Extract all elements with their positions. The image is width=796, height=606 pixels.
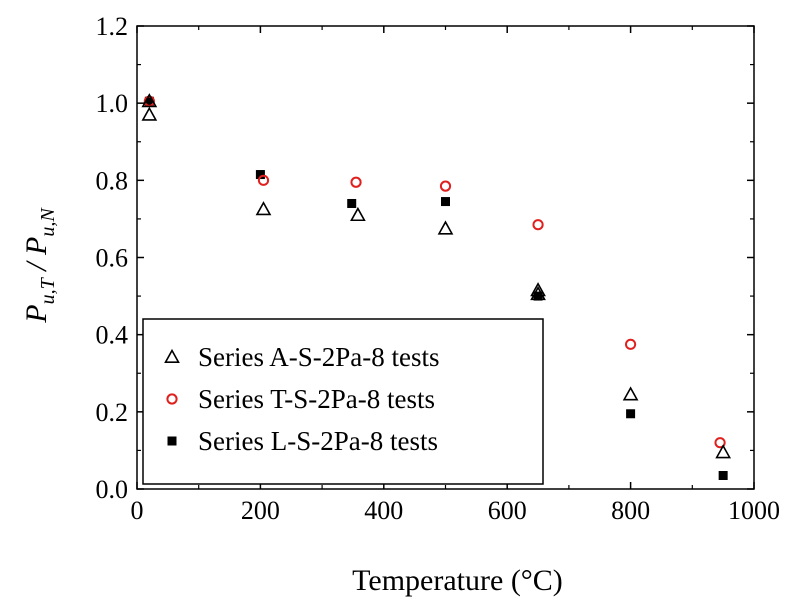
x-tick-label: 600 [488,496,527,525]
plot-area [141,93,732,480]
data-point-series-3 [255,170,265,180]
legend: Series A-S-2Pa-8 tests Series T-S-2Pa-8 t… [142,318,544,485]
legend-marker-1 [164,348,180,364]
data-point-series-1 [350,206,366,222]
legend-label-1: Series A-S-2Pa-8 tests [198,342,439,372]
y-axis-title: Pu,T / Pu,N [20,207,59,324]
y-tick-label: 0.8 [96,166,129,195]
legend-marker-2 [166,393,178,405]
x-tick-label: 400 [364,496,403,525]
data-point-series-3 [144,96,154,106]
x-tick-label: 0 [131,496,144,525]
y-tick-label: 1.0 [96,89,129,118]
y-tick-label: 0.6 [96,244,129,273]
data-point-series-2 [625,338,637,350]
x-tick-label: 200 [241,496,280,525]
data-point-series-1 [530,282,546,297]
data-point-series-2 [350,176,362,188]
legend-label-2: Series T-S-2Pa-8 tests [198,384,435,414]
y-axis-title-text: Pu,T / Pu,N [20,207,59,324]
data-point-series-1 [141,106,158,121]
legend-label-3: Series L-S-2Pa-8 tests [198,426,438,456]
data-point-series-1 [255,201,272,216]
data-point-series-3 [441,197,450,207]
data-point-series-3 [718,470,728,480]
data-point-series-1 [530,286,546,301]
x-tick-label: 1000 [728,496,780,525]
data-point-series-2 [532,219,544,231]
data-point-series-1 [141,93,158,108]
data-point-series-1 [715,444,732,459]
y-tick-label: 0.0 [96,475,129,504]
data-point-series-2 [439,180,452,192]
y-tick-label: 0.4 [96,321,129,350]
data-point-series-2 [257,174,270,186]
legend-box [142,318,544,485]
x-axis-title: Temperature (°C) [352,564,563,597]
y-tick-label: 0.2 [96,398,129,427]
axes: 0 200 400 600 800 1000 0.0 0.2 0.4 0.6 0.8 1.0 1.2 [96,12,781,525]
x-tick-label: 800 [611,496,650,525]
data-point-series-3 [347,198,357,208]
data-point-series-2 [714,437,726,449]
data-point-series-1 [437,220,454,235]
y-tick-label: 1.2 [96,12,129,41]
data-point-series-1 [622,386,639,401]
legend-marker-3 [167,436,177,446]
data-point-series-3 [626,409,636,419]
